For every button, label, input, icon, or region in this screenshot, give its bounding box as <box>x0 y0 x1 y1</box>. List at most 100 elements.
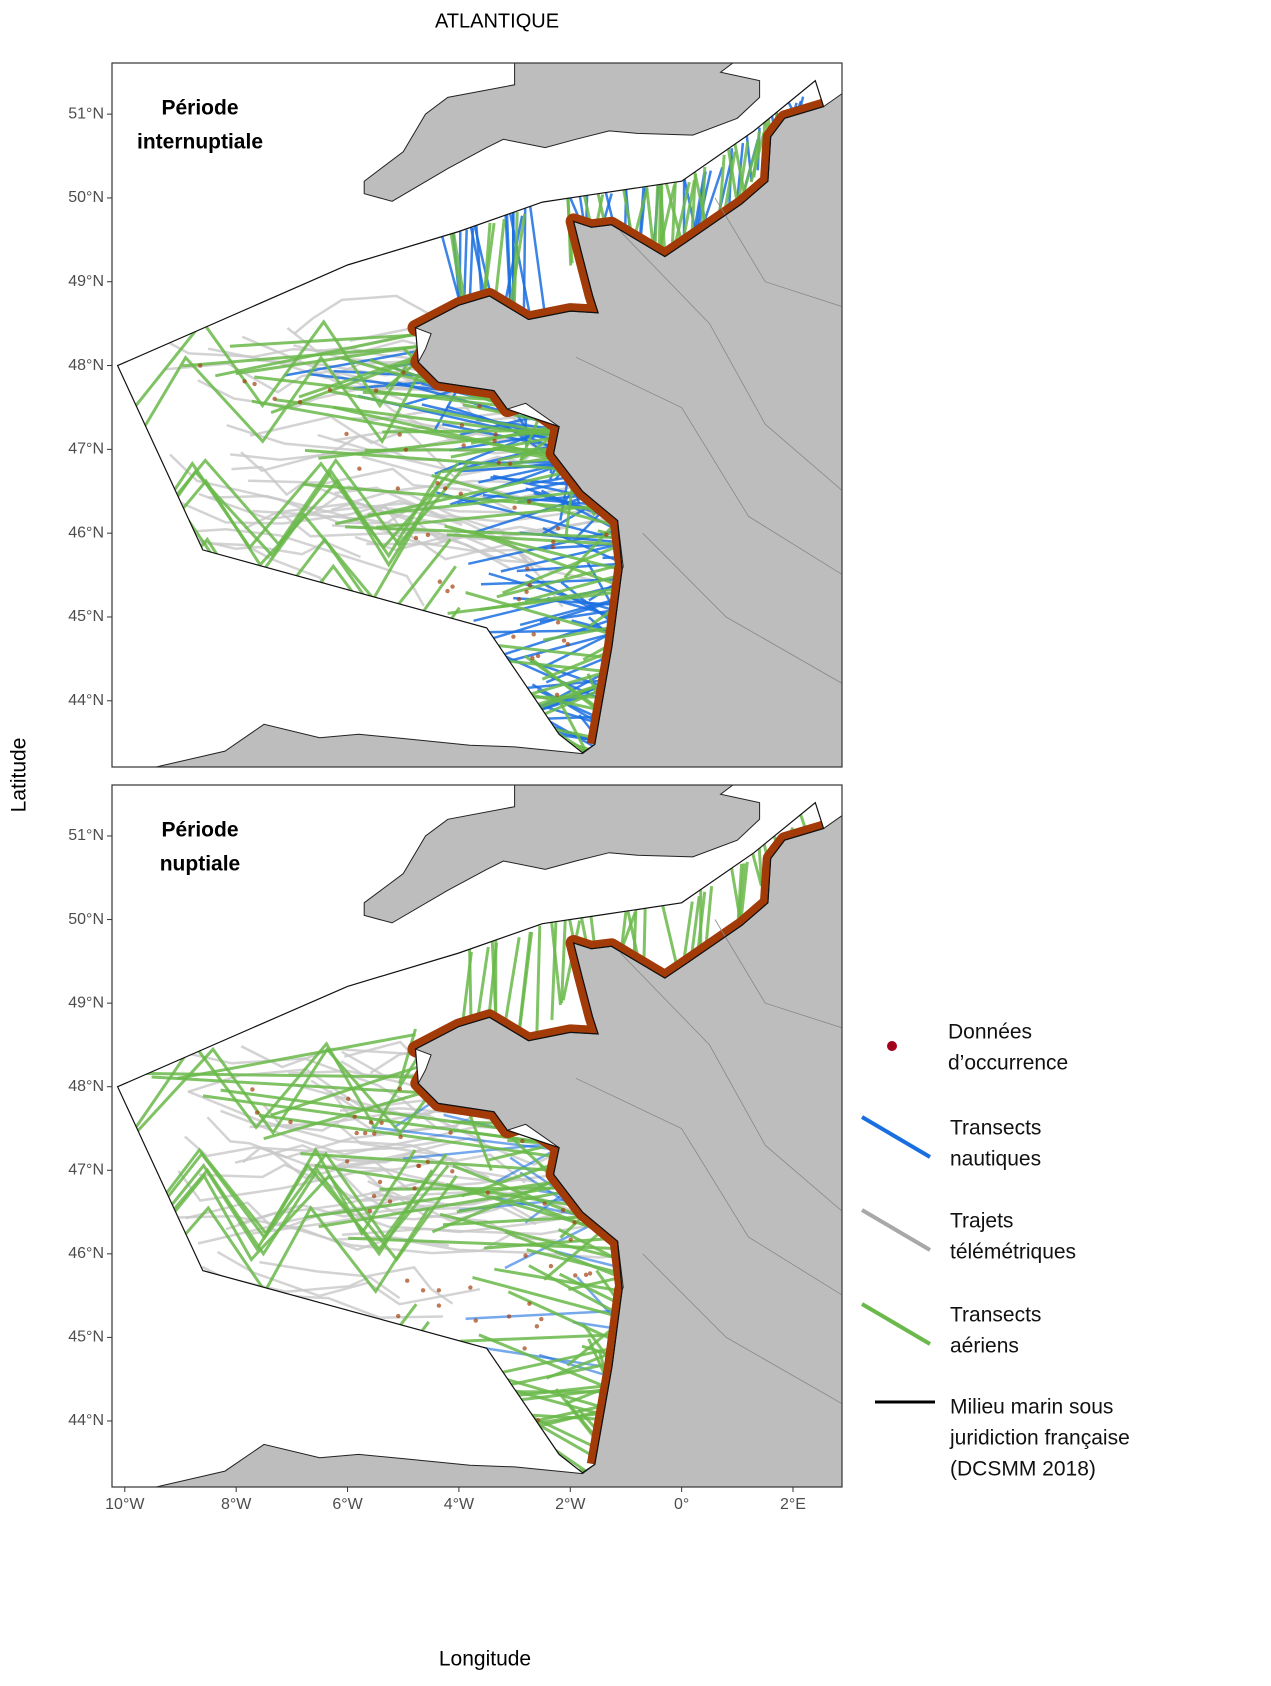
occurrence-dot <box>417 1164 421 1168</box>
y-tick-label: 51°N <box>68 827 104 844</box>
occurrence-dot <box>426 1160 430 1164</box>
occurrence-dot <box>412 1186 416 1190</box>
occurrence-dot <box>437 1303 441 1307</box>
x-tick-label: 0° <box>674 1496 689 1513</box>
occurrence-dot <box>494 432 498 436</box>
occurrence-dot <box>372 1131 376 1135</box>
occurrence-dot <box>551 545 555 549</box>
occurrence-dot <box>555 693 559 697</box>
occurrence-dot <box>298 400 302 404</box>
figure-title: ATLANTIQUE <box>435 10 559 32</box>
occurrence-dot <box>414 536 418 540</box>
y-tick-label: 46°N <box>68 1245 104 1262</box>
occurrence-dot <box>535 1324 539 1328</box>
panel-label: nuptiale <box>160 853 241 876</box>
occurrence-dot <box>556 620 560 624</box>
y-tick-label: 45°N <box>68 1329 104 1346</box>
occurrence-dot <box>252 382 256 386</box>
legend-label: (DCSMM 2018) <box>950 1458 1096 1481</box>
occurrence-dot <box>551 540 555 544</box>
occurrence-dot <box>198 363 202 367</box>
occurrence-dot <box>328 388 332 392</box>
occurrence-dot <box>461 443 465 447</box>
legend-label: Données <box>948 1021 1032 1044</box>
y-tick-label: 50°N <box>68 911 104 928</box>
occurrence-dot <box>398 1087 402 1091</box>
occurrence-dot <box>344 432 348 436</box>
occurrence-dot <box>459 491 463 495</box>
y-tick-label: 47°N <box>68 1161 104 1178</box>
legend-key <box>862 1210 930 1250</box>
occurrence-dot <box>572 1220 576 1224</box>
occurrence-dot <box>474 1318 478 1322</box>
y-tick-label: 48°N <box>68 357 104 374</box>
legend-label: Trajets <box>950 1210 1013 1233</box>
panel-label: internuptiale <box>137 131 263 154</box>
occurrence-dot <box>398 1135 402 1139</box>
occurrence-dot <box>396 486 400 490</box>
occurrence-dot <box>346 1097 350 1101</box>
occurrence-dot <box>355 1131 359 1135</box>
x-tick-label: 10°W <box>105 1496 145 1513</box>
occurrence-dot <box>523 1253 527 1257</box>
legend-label: aériens <box>950 1335 1019 1358</box>
occurrence-dot <box>522 1346 526 1350</box>
occurrence-dot <box>477 404 481 408</box>
occurrence-dot <box>536 654 540 658</box>
occurrence-dot <box>531 632 535 636</box>
occurrence-dot <box>345 1159 349 1163</box>
occurrence-dot <box>486 1190 490 1194</box>
occurrence-dot <box>388 1199 392 1203</box>
occurrence-dot <box>460 423 464 427</box>
x-tick-label: 4°W <box>444 1496 475 1513</box>
occurrence-dot <box>562 638 566 642</box>
legend-key <box>887 1041 897 1051</box>
occurrence-dot <box>530 656 534 660</box>
occurrence-dot <box>426 533 430 537</box>
legend-label: nautiques <box>950 1148 1041 1171</box>
occurrence-dot <box>401 370 405 374</box>
legend-key <box>862 1304 930 1344</box>
y-tick-label: 49°N <box>68 273 104 290</box>
occurrence-dot <box>539 1317 543 1321</box>
occurrence-dot <box>584 1273 588 1277</box>
occurrence-dot <box>404 447 408 451</box>
occurrence-dot <box>255 1110 259 1114</box>
occurrence-dot <box>566 642 570 646</box>
legend-label: d’occurrence <box>948 1052 1068 1075</box>
y-tick-label: 48°N <box>68 1078 104 1095</box>
occurrence-dot <box>604 532 608 536</box>
occurrence-dot <box>525 566 529 570</box>
occurrence-dot <box>573 1273 577 1277</box>
occurrence-dot <box>379 1121 383 1125</box>
track <box>659 185 660 254</box>
occurrence-dot <box>507 1314 511 1318</box>
occurrence-dot <box>445 589 449 593</box>
occurrence-dot <box>450 1169 454 1173</box>
occurrence-dot <box>497 460 501 464</box>
x-axis-title: Longitude <box>439 1648 531 1671</box>
legend-label: Milieu marin sous <box>950 1396 1113 1419</box>
occurrence-dot <box>288 1120 292 1124</box>
x-tick-label: 6°W <box>332 1496 363 1513</box>
y-tick-label: 44°N <box>68 692 104 709</box>
occurrence-dot <box>468 1285 472 1289</box>
occurrence-dot <box>448 1130 452 1134</box>
occurrence-dot <box>512 505 516 509</box>
legend-label: Transects <box>950 1304 1041 1327</box>
occurrence-dot <box>549 1264 553 1268</box>
map-panel <box>112 711 1016 1681</box>
x-tick-label: 8°W <box>221 1496 252 1513</box>
occurrence-dot <box>527 499 531 503</box>
y-tick-label: 44°N <box>68 1412 104 1429</box>
occurrence-dot <box>438 579 442 583</box>
occurrence-dot <box>405 1279 409 1283</box>
occurrence-dot <box>443 486 447 490</box>
occurrence-dot <box>437 1288 441 1292</box>
y-tick-label: 50°N <box>68 189 104 206</box>
occurrence-dot <box>435 481 439 485</box>
occurrence-dot <box>508 461 512 465</box>
occurrence-dot <box>561 1208 565 1212</box>
occurrence-dot <box>363 1131 367 1135</box>
